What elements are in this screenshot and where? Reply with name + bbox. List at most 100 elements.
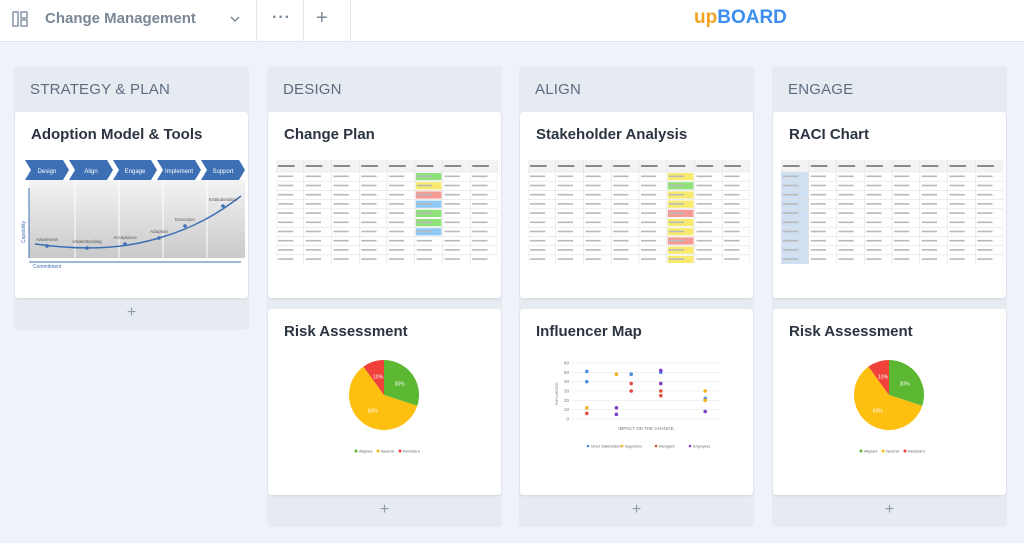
cell-text — [585, 175, 601, 178]
cell-text — [557, 212, 574, 214]
legend-dot — [376, 449, 380, 453]
column: ENGAGE RACI Chart Risk Assessment 30% 60% 10%… — [772, 66, 1007, 527]
cell-text — [278, 249, 294, 251]
add-card[interactable]: + — [631, 501, 642, 518]
cell-text — [444, 258, 460, 260]
cell-text — [305, 221, 322, 224]
thumbnail — [276, 160, 498, 264]
cell-text — [278, 175, 294, 178]
top-bar: Change Management ··· + upBOARD — [0, 0, 1024, 42]
cell-text — [977, 221, 993, 224]
cell-text — [557, 258, 574, 260]
pie-slice — [349, 366, 418, 430]
cell-text — [977, 175, 993, 178]
cell-text — [361, 212, 377, 214]
cell-text — [530, 230, 546, 233]
cell-text — [977, 258, 993, 260]
cell-text — [416, 239, 433, 242]
cell-text — [641, 203, 657, 205]
cell-text — [866, 193, 882, 196]
card: Influencer Map 0 10 20 30 40 50 60 INFLUENCE IMPA… — [520, 309, 753, 495]
dropdown-chevron[interactable] — [229, 14, 241, 24]
cell-text — [472, 249, 488, 251]
header-text — [949, 165, 967, 167]
cell-text — [810, 239, 827, 242]
card-title: Risk Assessment — [789, 323, 913, 340]
cell-text — [668, 239, 685, 242]
cell-text — [444, 193, 460, 196]
board-icon[interactable] — [12, 11, 28, 27]
stage-dot — [123, 242, 127, 246]
cell-text — [613, 175, 629, 178]
scatter-point — [614, 372, 619, 376]
cell-text — [894, 212, 910, 214]
board-name[interactable]: Change Management — [45, 10, 196, 27]
add-card[interactable]: + — [884, 501, 895, 518]
slice-label: 30% — [395, 382, 406, 388]
cell-text — [472, 239, 488, 242]
legend-dot — [688, 444, 692, 448]
cell-text — [949, 230, 965, 233]
cell-text — [921, 175, 938, 178]
cell-text — [305, 258, 322, 260]
cell-text — [866, 221, 882, 224]
cell-text — [921, 249, 938, 251]
cell-text — [783, 203, 799, 205]
cell-text — [668, 249, 685, 251]
cell-text — [585, 258, 601, 260]
header-text — [866, 165, 883, 167]
cell-text — [696, 249, 712, 251]
add-board[interactable]: + — [316, 7, 328, 29]
cell-text — [724, 230, 740, 233]
legend-label: Aligned — [359, 449, 372, 454]
card: Change Plan — [268, 112, 501, 298]
cell-text — [921, 230, 938, 233]
cell-text — [810, 193, 827, 196]
cell-text — [333, 212, 349, 214]
cell-text — [949, 175, 965, 178]
cell-text — [866, 249, 882, 251]
cell-text — [724, 239, 740, 242]
cell-text — [949, 212, 965, 214]
cell-text — [557, 184, 574, 187]
scatter-point — [629, 372, 633, 376]
cell-text — [641, 184, 657, 187]
header-text — [894, 165, 911, 167]
cell-text — [838, 175, 854, 178]
cell-text — [810, 221, 827, 224]
cell-text — [641, 175, 657, 178]
stage-label: Execution — [175, 217, 195, 222]
cell-text — [668, 221, 685, 224]
cell-text — [613, 193, 629, 196]
cell-text — [810, 175, 827, 178]
cell-text — [389, 184, 405, 187]
cell-text — [530, 203, 546, 205]
stage-label: Understanding — [72, 239, 102, 244]
legend-dot — [354, 449, 358, 453]
cell-text — [585, 230, 601, 233]
cell-text — [949, 221, 965, 224]
cell-text — [810, 258, 827, 260]
cell-text — [530, 239, 546, 242]
cell-text — [696, 258, 712, 260]
cell-text — [416, 249, 433, 251]
add-card[interactable]: + — [379, 501, 390, 518]
cell-text — [416, 212, 433, 214]
thumbnail: Design Align Engage Implement Support Awarene… — [21, 160, 245, 270]
y-tick-label: 60 — [564, 361, 570, 366]
legend-dot — [903, 449, 907, 453]
scatter-point — [614, 412, 619, 417]
y-tick-label: 50 — [564, 370, 570, 375]
cell-text — [810, 249, 827, 251]
stage-dot — [85, 246, 89, 250]
cell-text — [696, 221, 712, 224]
card: Risk Assessment 30% 60% 10% Aligned Neutral Re… — [268, 309, 501, 495]
cell-text — [724, 193, 740, 196]
scatter-point — [629, 381, 633, 386]
chevron — [201, 160, 245, 180]
board-menu[interactable]: ··· — [272, 9, 291, 26]
cell-text — [894, 203, 910, 205]
cell-text — [278, 239, 294, 242]
add-card[interactable]: + — [126, 304, 137, 321]
cell-text — [668, 184, 685, 187]
